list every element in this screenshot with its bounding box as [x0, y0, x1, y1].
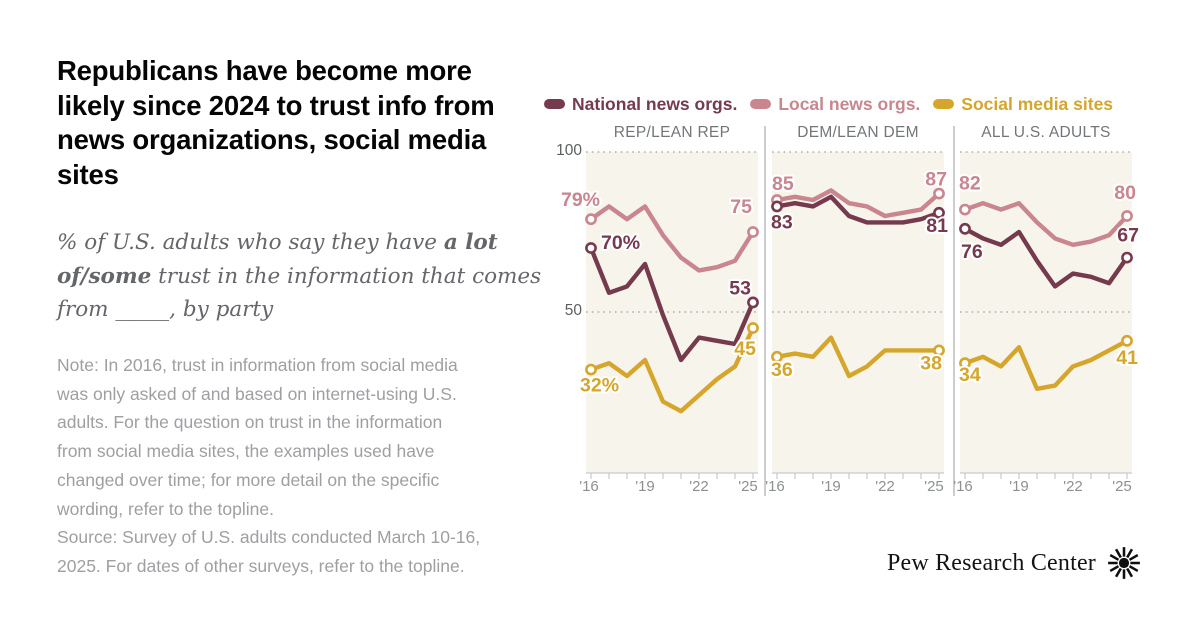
svg-text:'22: '22	[689, 478, 709, 495]
svg-text:'25: '25	[924, 478, 944, 495]
legend-label-social: Social media sites	[961, 93, 1114, 114]
panel-header-dem: DEM/LEAN DEM	[797, 124, 919, 141]
svg-text:75: 75	[730, 196, 752, 218]
svg-text:'22: '22	[875, 478, 895, 495]
svg-text:32%: 32%	[580, 375, 619, 397]
chart-panel-all-adults: '16 '19 '22 '25 82 76 34 80 67 41	[953, 130, 1141, 498]
chart-title: Republicans have become more likely sinc…	[57, 55, 495, 190]
panel-header-rep: REP/LEAN REP	[613, 124, 731, 141]
svg-text:'22: '22	[1063, 478, 1083, 495]
svg-text:80: 80	[1114, 182, 1136, 204]
y-axis-tick-50: 50	[564, 302, 582, 319]
svg-text:'25: '25	[738, 478, 758, 495]
note-and-source: Note: In 2016, trust in information from…	[57, 355, 481, 576]
social-series-swatch-icon	[933, 99, 955, 109]
svg-text:41: 41	[1116, 347, 1138, 369]
svg-text:82: 82	[959, 173, 981, 195]
svg-text:79%: 79%	[561, 189, 600, 211]
subtitle-prefix: % of U.S. adults who say they have	[57, 230, 444, 255]
chart-legend: National news orgs. Local news orgs. Soc…	[544, 92, 1144, 116]
branding: Pew Research Center	[860, 545, 1142, 581]
svg-text:'16: '16	[953, 478, 973, 495]
svg-text:38: 38	[920, 352, 942, 374]
pew-starburst-logo-icon	[1108, 547, 1140, 579]
svg-text:87: 87	[925, 169, 947, 191]
svg-text:'16: '16	[765, 478, 785, 495]
chart-subtitle: % of U.S. adults who say they have a lot…	[57, 226, 557, 327]
svg-text:34: 34	[959, 364, 981, 386]
svg-text:'19: '19	[1009, 478, 1029, 495]
svg-text:'25: '25	[1112, 478, 1132, 495]
svg-text:'19: '19	[821, 478, 841, 495]
chart-panel-dem: '16 '19 '22 '25 85 83 36 87 81 38	[765, 130, 950, 498]
national-series-swatch-icon	[544, 99, 565, 109]
svg-text:67: 67	[1117, 225, 1139, 247]
svg-text:36: 36	[771, 359, 793, 381]
svg-text:70%: 70%	[601, 232, 640, 254]
svg-text:45: 45	[734, 338, 756, 360]
legend-item-social: Social media sites	[933, 94, 1113, 115]
pew-research-center-wordmark: Pew Research Center	[886, 549, 1096, 576]
panel-header-all-adults: ALL U.S. ADULTS	[981, 124, 1111, 141]
svg-text:76: 76	[961, 241, 983, 263]
chart-panel-rep: '16 '19 '22 '25 79% 70% 32% 75 53 45	[559, 130, 759, 498]
legend-label-local: Local news orgs.	[778, 93, 921, 114]
subtitle-bold: a lot of/some	[57, 230, 498, 289]
local-series-swatch-icon	[750, 99, 772, 109]
panel-divider	[764, 126, 766, 496]
legend-item-local: Local news orgs.	[750, 94, 920, 115]
y-axis-tick-100: 100	[556, 142, 582, 159]
svg-text:'16: '16	[579, 478, 599, 495]
subtitle-suffix: trust in the information that comes from…	[57, 263, 542, 323]
legend-item-national: National news orgs.	[544, 94, 737, 115]
svg-text:'19: '19	[635, 478, 655, 495]
svg-text:83: 83	[771, 211, 793, 233]
panel-divider	[953, 126, 955, 496]
legend-label-national: National news orgs.	[572, 93, 738, 114]
svg-text:81: 81	[926, 215, 948, 237]
svg-text:85: 85	[772, 173, 794, 195]
svg-text:53: 53	[729, 277, 751, 299]
